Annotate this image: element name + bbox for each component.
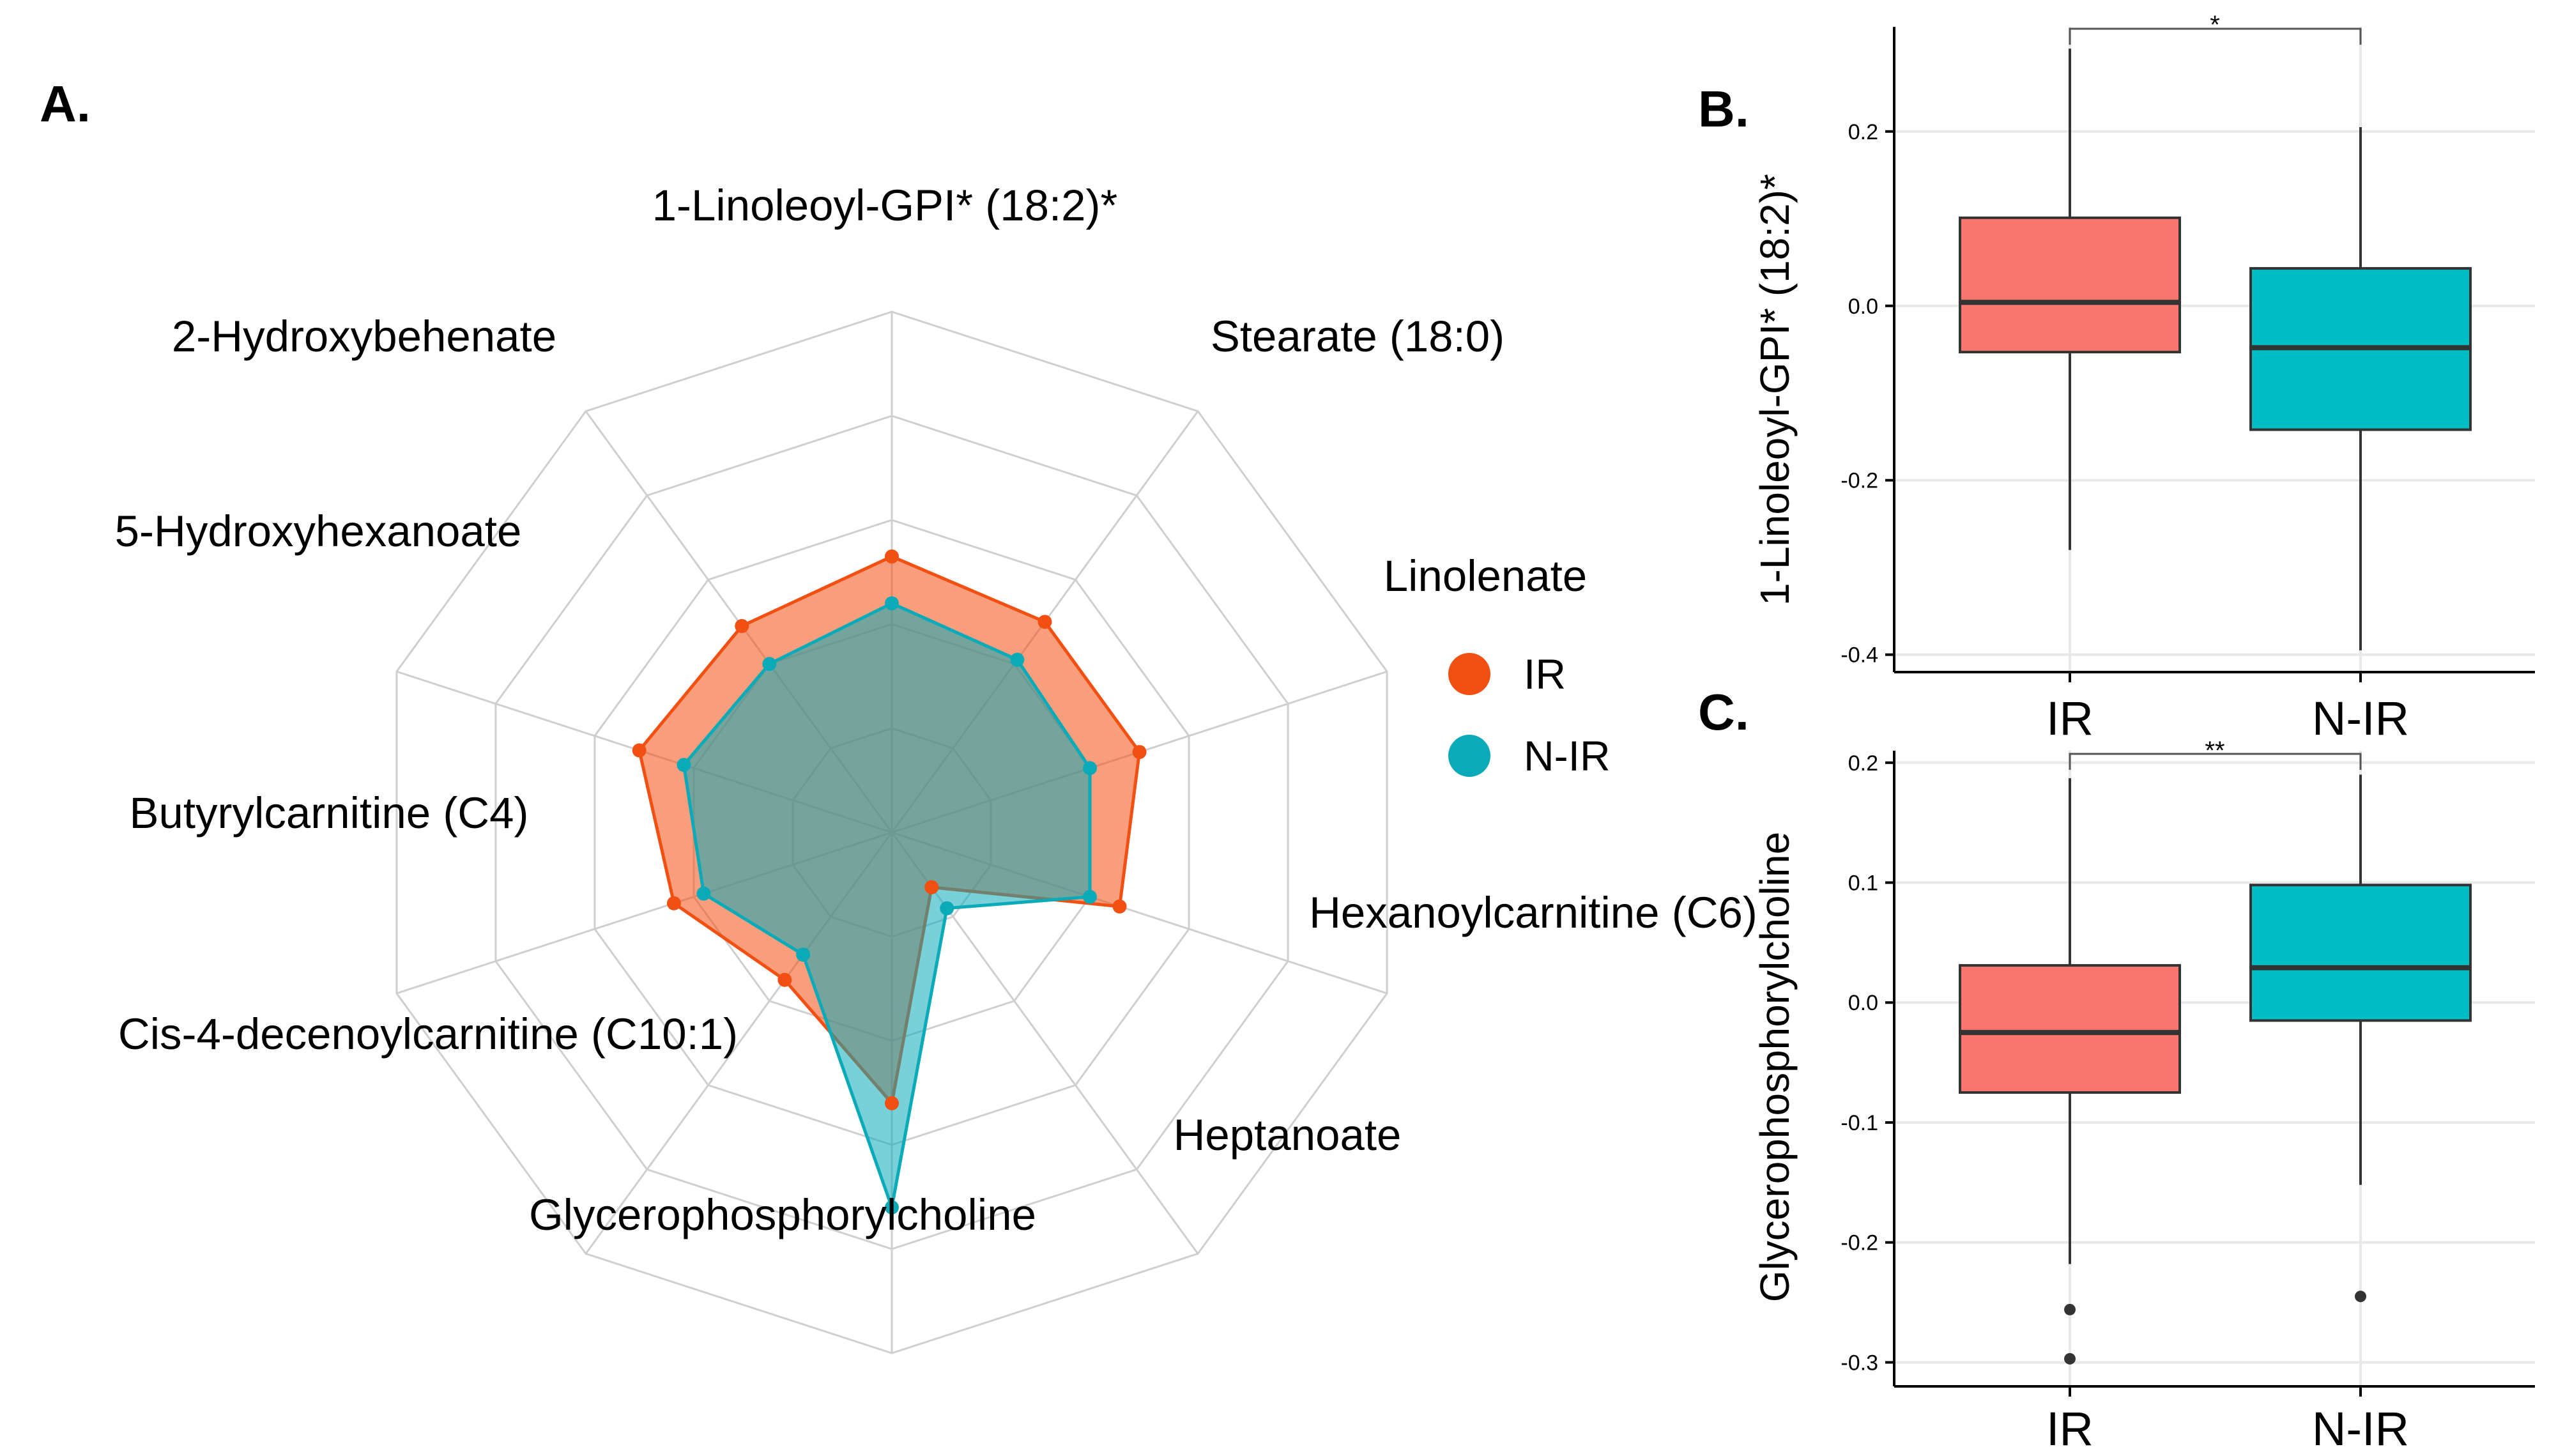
y-tick-label-c-0: 0.2 [1848, 751, 1878, 776]
y-tick-label-b-3: -0.4 [1841, 643, 1878, 668]
radar-point [885, 1200, 899, 1215]
significance-c: ** [2069, 737, 2362, 770]
significance-b: * [2069, 11, 2362, 45]
radar-point [1112, 899, 1127, 914]
panel-label-c: C. [1698, 684, 1749, 740]
x-tick-label-c-1: N-IR [2312, 1402, 2409, 1455]
radar-axis-labels: 1-Linoleoyl-GPI* (18:2)* Stearate (18:0)… [115, 181, 1757, 1239]
y-tick-label-c-2: 0.0 [1848, 991, 1878, 1015]
y-tick-label-b-0: 0.2 [1848, 120, 1878, 144]
y-tick-label-c-4: -0.2 [1841, 1231, 1878, 1255]
outlier-point [2064, 1303, 2076, 1315]
x-tick-label-b-1: N-IR [2312, 692, 2409, 745]
radar-point [777, 972, 792, 987]
radar-axis-label-9: 2-Hydroxybehenate [172, 312, 556, 361]
radar-panel: A. 1-Linoleoyl-GPI* (18:2)* Stearate (18… [40, 75, 1757, 1354]
radar-point [796, 947, 811, 962]
panel-label-a: A. [40, 75, 91, 132]
radar-point [735, 618, 749, 633]
boxplot-panel-c: C. Glycerophosphorylcholine 0.2 0.1 0.0 … [1698, 684, 2535, 1455]
axes-c [1893, 751, 2535, 1388]
radar-point [1037, 615, 1052, 629]
y-tick-label-b-2: -0.2 [1841, 469, 1878, 493]
axes-b [1893, 27, 2535, 673]
radar-point [762, 657, 777, 671]
radar-point [1132, 745, 1147, 760]
radar-point [885, 549, 899, 564]
radar-point [885, 596, 899, 611]
y-ticks-c: 0.2 0.1 0.0 -0.1 -0.2 -0.3 [1841, 751, 1878, 1376]
legend-dot-ir [1448, 653, 1490, 695]
radar-point [666, 896, 681, 910]
box [1959, 216, 2181, 354]
radar-axis-label-3: Hexanoylcarnitine (C6) [1309, 888, 1757, 937]
radar-axis-label-8: 5-Hydroxyhexanoate [115, 507, 522, 556]
y-axis-label-b: 1-Linoleoyl-GPI* (18:2)* [1752, 174, 1798, 606]
radar-point [696, 886, 711, 901]
boxes-c [1959, 774, 2472, 1365]
y-axis-label-c: Glycerophosphorylcholine [1752, 832, 1798, 1302]
y-tick-label-c-3: -0.1 [1841, 1111, 1878, 1135]
significance-label-c: ** [2205, 737, 2224, 765]
y-tick-label-c-5: -0.3 [1841, 1351, 1878, 1375]
radar-axis-label-5: Glycerophosphorylcholine [529, 1190, 1036, 1239]
legend-label-ir: IR [1524, 650, 1566, 698]
panel-label-b: B. [1698, 80, 1749, 137]
radar-axis-label-4: Heptanoate [1174, 1110, 1402, 1160]
radar-axis-label-0: 1-Linoleoyl-GPI* (18:2)* [652, 181, 1118, 230]
legend-label-nir: N-IR [1524, 732, 1611, 779]
significance-bracket-c [2069, 753, 2362, 770]
radar-point [1083, 761, 1098, 776]
radar-axis-label-1: Stearate (18:0) [1211, 312, 1504, 361]
y-tick-label-c-1: 0.1 [1848, 871, 1878, 896]
radar-point [885, 1096, 899, 1110]
x-tick-label-c-0: IR [2046, 1402, 2094, 1455]
box [1959, 964, 2181, 1094]
boxplot-panel-b: B. 1-Linoleoyl-GPI* (18:2)* 0.2 0.0 -0.2… [1698, 11, 2535, 745]
radar-axis-label-6: Cis-4-decenoylcarnitine (C10:1) [118, 1009, 738, 1059]
radar-legend: IR N-IR [1448, 650, 1611, 779]
radar-point [1010, 652, 1025, 667]
radar-point [677, 758, 691, 772]
outlier-point [2355, 1291, 2366, 1303]
radar-point [940, 901, 954, 916]
legend-dot-nir [1448, 735, 1490, 777]
y-tick-label-b-1: 0.0 [1848, 295, 1878, 319]
boxes-b [1959, 49, 2472, 650]
radar-series-area [682, 601, 1092, 1209]
radar-point [1083, 889, 1098, 904]
y-ticks-b: 0.2 0.0 -0.2 -0.4 [1841, 120, 1878, 668]
x-ticks-b: IR N-IR [2046, 672, 2409, 745]
radar-point [632, 743, 647, 758]
radar-axis-label-2: Linolenate [1384, 551, 1587, 601]
outlier-point [2064, 1353, 2076, 1365]
radar-points [632, 549, 1147, 1215]
x-tick-label-b-0: IR [2046, 692, 2094, 745]
box [2249, 884, 2472, 1022]
significance-bracket-b [2069, 27, 2362, 45]
radar-point [924, 880, 939, 894]
x-ticks-c: IR N-IR [2046, 1386, 2409, 1455]
radar-axis-label-7: Butyrylcarnitine (C4) [129, 788, 528, 838]
significance-label-b: * [2210, 11, 2220, 39]
